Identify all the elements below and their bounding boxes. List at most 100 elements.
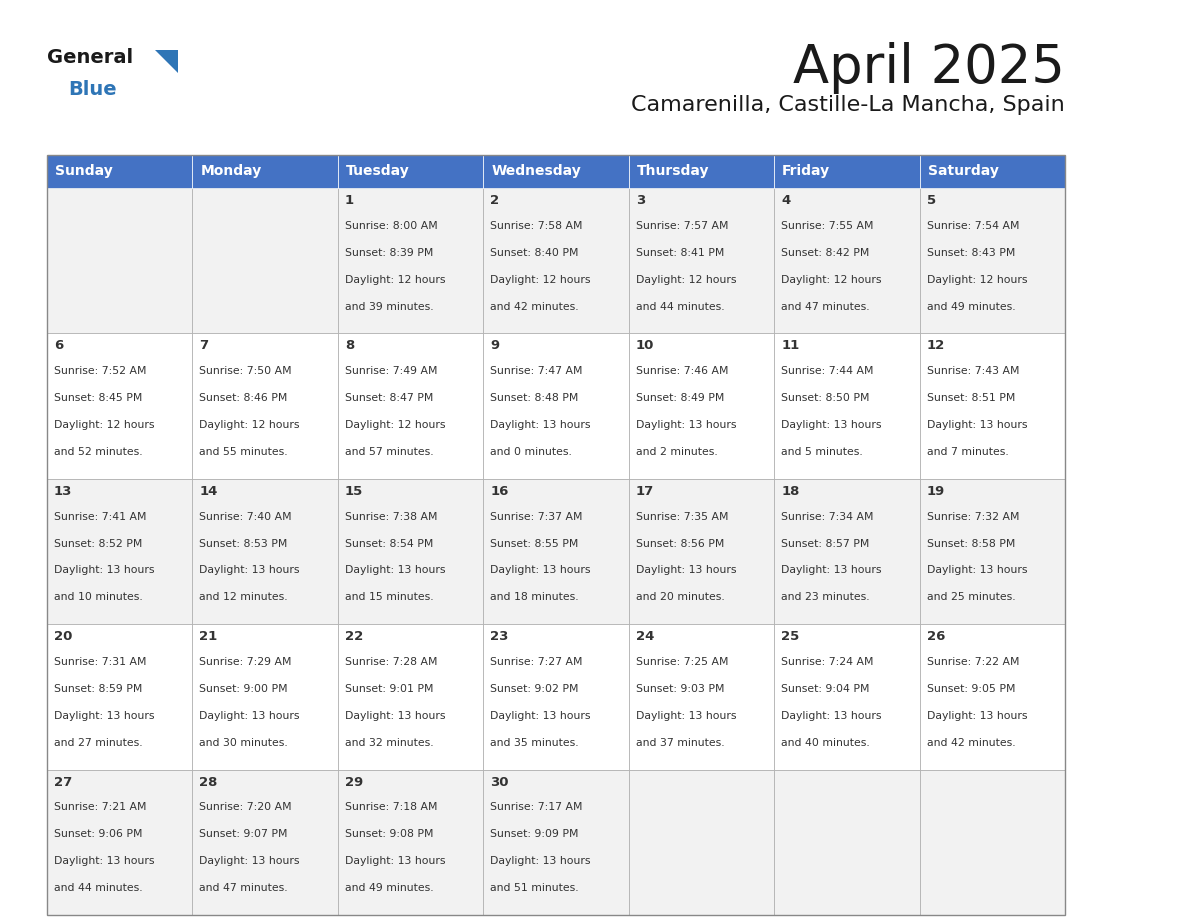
Text: and 49 minutes.: and 49 minutes. xyxy=(927,302,1016,311)
Text: 30: 30 xyxy=(491,776,508,789)
Text: Sunrise: 7:20 AM: Sunrise: 7:20 AM xyxy=(200,802,292,812)
Text: Camarenilla, Castille-La Mancha, Spain: Camarenilla, Castille-La Mancha, Spain xyxy=(631,95,1064,115)
Text: 20: 20 xyxy=(53,630,72,644)
Text: and 7 minutes.: and 7 minutes. xyxy=(927,447,1009,457)
Text: and 47 minutes.: and 47 minutes. xyxy=(200,883,287,893)
Text: General: General xyxy=(48,48,133,67)
Text: Daylight: 13 hours: Daylight: 13 hours xyxy=(345,565,446,576)
Bar xyxy=(48,188,192,333)
Text: Sunset: 8:57 PM: Sunset: 8:57 PM xyxy=(782,539,870,549)
Text: Sunset: 8:52 PM: Sunset: 8:52 PM xyxy=(53,539,143,549)
Text: Daylight: 13 hours: Daylight: 13 hours xyxy=(491,565,590,576)
Bar xyxy=(337,624,484,769)
Text: 5: 5 xyxy=(927,194,936,207)
Text: Sunrise: 7:27 AM: Sunrise: 7:27 AM xyxy=(491,657,583,667)
Text: Sunrise: 7:44 AM: Sunrise: 7:44 AM xyxy=(782,366,873,376)
Text: Sunset: 9:09 PM: Sunset: 9:09 PM xyxy=(491,829,579,839)
Text: Sunset: 8:40 PM: Sunset: 8:40 PM xyxy=(491,248,579,258)
Text: and 32 minutes.: and 32 minutes. xyxy=(345,738,434,748)
Text: Daylight: 13 hours: Daylight: 13 hours xyxy=(782,565,881,576)
Text: 8: 8 xyxy=(345,340,354,353)
Text: 9: 9 xyxy=(491,340,499,353)
Text: Sunset: 8:46 PM: Sunset: 8:46 PM xyxy=(200,393,287,403)
Text: Daylight: 13 hours: Daylight: 13 hours xyxy=(200,711,299,721)
Text: 22: 22 xyxy=(345,630,364,644)
Text: Daylight: 13 hours: Daylight: 13 hours xyxy=(491,856,590,867)
Text: Daylight: 12 hours: Daylight: 12 hours xyxy=(491,274,590,285)
Text: Daylight: 12 hours: Daylight: 12 hours xyxy=(53,420,154,431)
Text: Tuesday: Tuesday xyxy=(346,164,410,178)
Text: Daylight: 13 hours: Daylight: 13 hours xyxy=(53,856,154,867)
Bar xyxy=(484,155,628,188)
Text: and 10 minutes.: and 10 minutes. xyxy=(53,592,143,602)
Text: 29: 29 xyxy=(345,776,364,789)
Bar xyxy=(48,333,192,479)
Text: Daylight: 12 hours: Daylight: 12 hours xyxy=(927,274,1028,285)
Text: and 49 minutes.: and 49 minutes. xyxy=(345,883,434,893)
Text: Sunset: 9:06 PM: Sunset: 9:06 PM xyxy=(53,829,143,839)
Text: Sunrise: 7:35 AM: Sunrise: 7:35 AM xyxy=(636,511,728,521)
Text: Sunset: 8:41 PM: Sunset: 8:41 PM xyxy=(636,248,725,258)
Bar xyxy=(484,188,628,333)
Text: Sunset: 8:48 PM: Sunset: 8:48 PM xyxy=(491,393,579,403)
Text: and 42 minutes.: and 42 minutes. xyxy=(491,302,579,311)
Text: Sunset: 8:50 PM: Sunset: 8:50 PM xyxy=(782,393,870,403)
Text: and 52 minutes.: and 52 minutes. xyxy=(53,447,143,457)
Text: Daylight: 13 hours: Daylight: 13 hours xyxy=(200,565,299,576)
Text: Sunset: 9:02 PM: Sunset: 9:02 PM xyxy=(491,684,579,694)
Text: Sunrise: 7:57 AM: Sunrise: 7:57 AM xyxy=(636,221,728,231)
Text: Daylight: 12 hours: Daylight: 12 hours xyxy=(345,274,446,285)
Text: 13: 13 xyxy=(53,485,72,498)
Text: Daylight: 12 hours: Daylight: 12 hours xyxy=(345,420,446,431)
Text: Daylight: 13 hours: Daylight: 13 hours xyxy=(927,711,1028,721)
Text: 18: 18 xyxy=(782,485,800,498)
Text: Sunrise: 7:40 AM: Sunrise: 7:40 AM xyxy=(200,511,292,521)
Text: 23: 23 xyxy=(491,630,508,644)
Text: Sunset: 9:05 PM: Sunset: 9:05 PM xyxy=(927,684,1015,694)
Text: Sunrise: 7:37 AM: Sunrise: 7:37 AM xyxy=(491,511,583,521)
Text: Sunset: 8:55 PM: Sunset: 8:55 PM xyxy=(491,539,579,549)
Text: 16: 16 xyxy=(491,485,508,498)
Bar xyxy=(920,769,1064,915)
Text: Sunrise: 7:21 AM: Sunrise: 7:21 AM xyxy=(53,802,146,812)
Bar xyxy=(337,188,484,333)
Text: Sunrise: 7:47 AM: Sunrise: 7:47 AM xyxy=(491,366,583,376)
Bar xyxy=(775,479,920,624)
Bar xyxy=(920,624,1064,769)
Text: April 2025: April 2025 xyxy=(794,42,1064,94)
Bar xyxy=(628,769,775,915)
Text: Sunset: 8:58 PM: Sunset: 8:58 PM xyxy=(927,539,1015,549)
Text: Sunrise: 7:50 AM: Sunrise: 7:50 AM xyxy=(200,366,292,376)
Bar xyxy=(337,479,484,624)
Bar xyxy=(192,624,337,769)
Text: Daylight: 12 hours: Daylight: 12 hours xyxy=(636,274,737,285)
Text: Daylight: 13 hours: Daylight: 13 hours xyxy=(491,711,590,721)
Text: and 44 minutes.: and 44 minutes. xyxy=(636,302,725,311)
Bar xyxy=(48,479,192,624)
Bar xyxy=(192,333,337,479)
Text: and 51 minutes.: and 51 minutes. xyxy=(491,883,579,893)
Text: Sunrise: 7:49 AM: Sunrise: 7:49 AM xyxy=(345,366,437,376)
Text: Sunrise: 7:25 AM: Sunrise: 7:25 AM xyxy=(636,657,728,667)
Bar xyxy=(775,333,920,479)
Text: Daylight: 13 hours: Daylight: 13 hours xyxy=(927,565,1028,576)
Text: and 0 minutes.: and 0 minutes. xyxy=(491,447,573,457)
Bar xyxy=(775,188,920,333)
Text: Sunrise: 7:28 AM: Sunrise: 7:28 AM xyxy=(345,657,437,667)
Text: Sunrise: 7:24 AM: Sunrise: 7:24 AM xyxy=(782,657,873,667)
Bar xyxy=(192,479,337,624)
Text: Sunset: 9:07 PM: Sunset: 9:07 PM xyxy=(200,829,287,839)
Bar xyxy=(628,155,775,188)
Text: and 57 minutes.: and 57 minutes. xyxy=(345,447,434,457)
Bar xyxy=(920,155,1064,188)
Text: Wednesday: Wednesday xyxy=(492,164,581,178)
Text: Sunrise: 7:31 AM: Sunrise: 7:31 AM xyxy=(53,657,146,667)
Text: and 40 minutes.: and 40 minutes. xyxy=(782,738,870,748)
Text: 25: 25 xyxy=(782,630,800,644)
Bar xyxy=(192,155,337,188)
Text: Daylight: 13 hours: Daylight: 13 hours xyxy=(345,711,446,721)
Text: Sunset: 8:54 PM: Sunset: 8:54 PM xyxy=(345,539,434,549)
Bar xyxy=(775,155,920,188)
Text: Daylight: 13 hours: Daylight: 13 hours xyxy=(491,420,590,431)
Text: Sunrise: 7:43 AM: Sunrise: 7:43 AM xyxy=(927,366,1019,376)
